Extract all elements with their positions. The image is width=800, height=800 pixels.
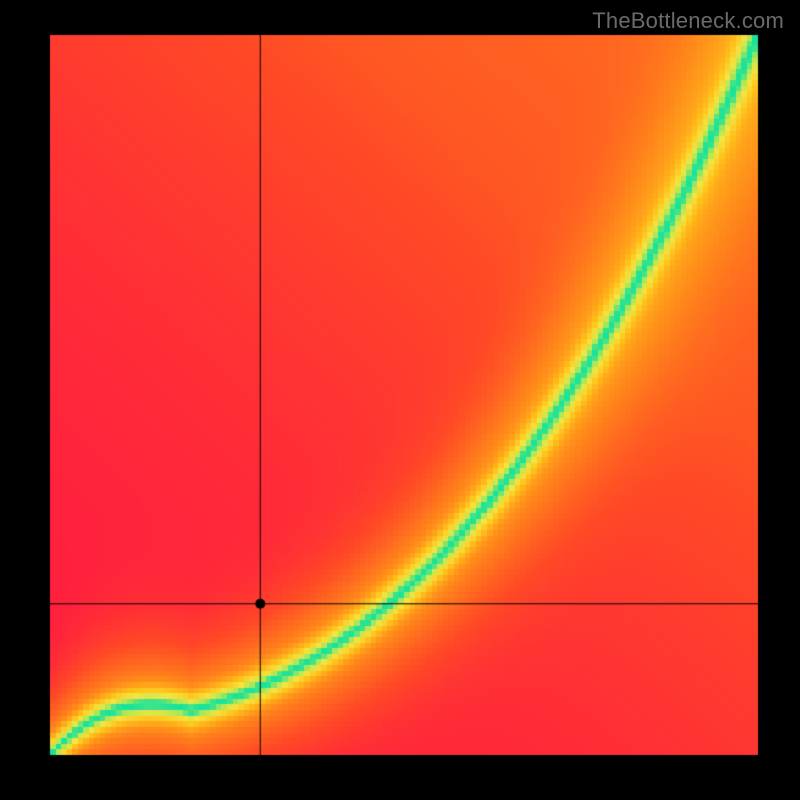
watermark-text: TheBottleneck.com [592,8,784,34]
heatmap-canvas [0,0,800,800]
